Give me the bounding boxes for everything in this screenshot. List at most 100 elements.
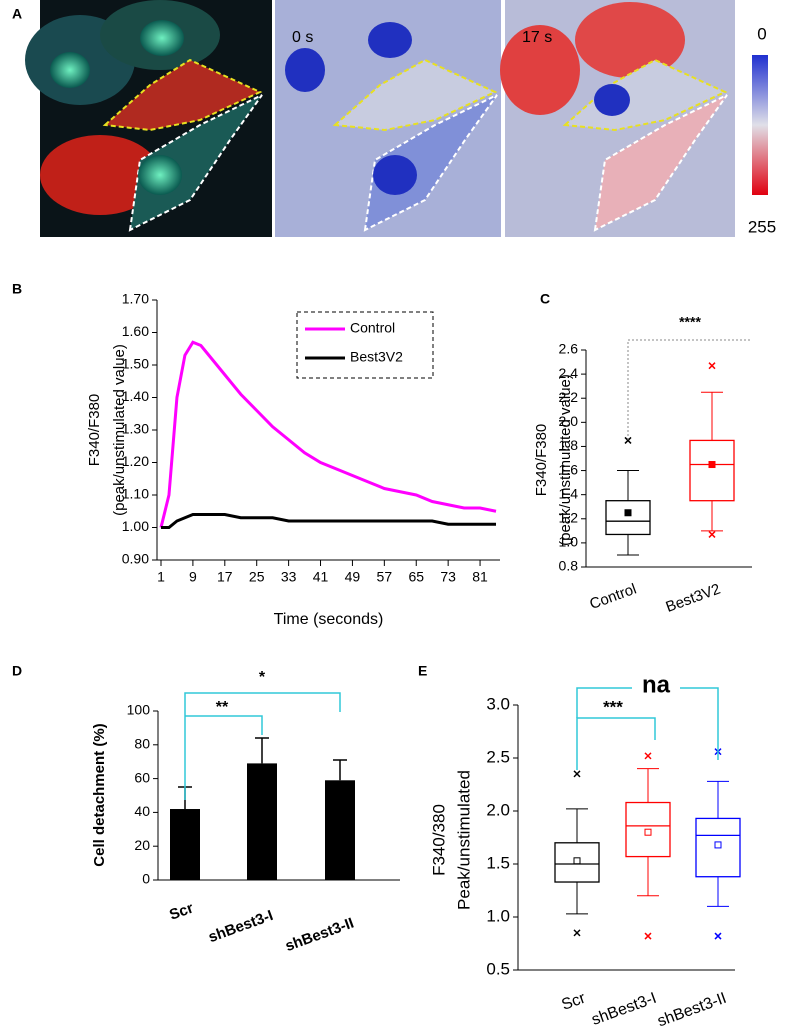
x-tick-label: 1 [157, 569, 165, 585]
significance-label: *** [603, 697, 623, 716]
mean [714, 841, 722, 849]
y-axis-label: Cell detachment (%) [91, 723, 108, 866]
frame-label: 17 s [522, 29, 552, 46]
error-bar [255, 737, 269, 764]
significance-bracket [627, 339, 752, 440]
y-tick-label: 80 [134, 736, 150, 752]
mean [573, 857, 581, 865]
y-tick-label: 0 [142, 871, 150, 887]
y-tick-label: 3.0 [486, 694, 510, 713]
significance-bracket [576, 717, 656, 770]
significance-bracket [184, 692, 341, 800]
x-axis-label: Time (seconds) [274, 611, 384, 628]
y-tick-label: 1.8 [559, 437, 579, 453]
y-tick-label: 20 [134, 837, 150, 853]
outlier [624, 436, 632, 444]
x-tick-label: 73 [440, 569, 456, 585]
y-tick-label: 0.5 [486, 959, 510, 978]
y-tick-label: 1.60 [122, 323, 149, 339]
cell-outline [102, 58, 263, 132]
y-tick-label: 100 [127, 702, 151, 718]
cell [40, 135, 160, 215]
x-tick-label: 33 [281, 569, 297, 585]
panel-letter: E [418, 663, 427, 679]
x-tick-label: Scr [559, 990, 588, 1014]
error-bar [333, 759, 347, 781]
bar [247, 763, 277, 880]
y-tick-label: 2.0 [486, 800, 510, 819]
y-tick-label: 2.6 [559, 341, 579, 357]
y-tick-label: 1.2 [559, 509, 579, 525]
y-tick-label: 2.4 [559, 365, 579, 381]
y-axis-label: Peak/unstimulated [454, 770, 473, 910]
legend-box [296, 311, 434, 379]
x-tick-label: shBest3-I [206, 907, 275, 946]
nucleus [140, 20, 184, 56]
mean [708, 461, 716, 469]
y-tick-label: 2.2 [559, 389, 579, 405]
panel-letter: A [12, 6, 22, 22]
y-tick-label: 1.10 [122, 486, 149, 502]
cell [500, 25, 580, 115]
panel-letter: D [12, 663, 22, 679]
x-tick-label: shBest3-I [589, 990, 658, 1029]
y-axis-label: (peak/unstimulated value) [557, 374, 574, 546]
colorbar-label: 0 [757, 24, 766, 43]
line-series [160, 513, 497, 529]
y-tick-label: 60 [134, 769, 150, 785]
cell-outline [332, 58, 498, 132]
x-tick-label: 65 [408, 569, 424, 585]
colorbar-label: 255 [748, 217, 776, 236]
y-axis-label: F340/F380 [86, 394, 103, 467]
cell [575, 2, 685, 78]
box [689, 439, 735, 502]
panel-a-images [25, 0, 768, 237]
x-tick-label: shBest3-II [283, 915, 356, 955]
significance-label: ** [216, 699, 229, 716]
legend-label: Control [350, 320, 395, 336]
nucleus [50, 52, 90, 88]
nucleus [594, 84, 630, 116]
nucleus [285, 48, 325, 92]
significance-label: na [642, 671, 671, 698]
colorbar [752, 55, 768, 195]
x-tick-label: 25 [249, 569, 265, 585]
nucleus [138, 155, 182, 195]
box [695, 817, 741, 878]
y-tick-label: 1.5 [486, 853, 510, 872]
cell-outline [363, 94, 498, 232]
y-tick-label: 0.8 [559, 558, 579, 574]
outlier [644, 932, 652, 940]
y-tick-label: 1.0 [486, 906, 510, 925]
outlier [708, 362, 716, 370]
frame-label: 0 s [292, 29, 313, 46]
y-tick-label: 1.4 [559, 485, 579, 501]
y-axis-label: (peak/unstimulated value) [111, 344, 128, 516]
bar [170, 809, 200, 880]
x-tick-label: 9 [189, 569, 197, 585]
box [605, 500, 651, 536]
significance-label: **** [679, 314, 701, 330]
y-tick-label: 1.70 [122, 291, 149, 307]
line-series [159, 340, 497, 528]
outlier [708, 530, 716, 538]
cell-outline [128, 94, 263, 232]
y-axis-label: F340/F380 [533, 424, 550, 497]
y-axis-label: F340/380 [429, 804, 448, 876]
y-tick-label: 1.00 [122, 518, 149, 534]
significance-bracket [185, 715, 263, 735]
y-tick-label: 1.20 [122, 453, 149, 469]
nucleus [373, 155, 417, 195]
y-tick-label: 2.0 [559, 413, 579, 429]
y-tick-label: 0.90 [122, 551, 149, 567]
y-tick-label: 1.40 [122, 388, 149, 404]
x-tick-label: Control [587, 581, 638, 614]
y-tick-label: 1.30 [122, 421, 149, 437]
nucleus [368, 22, 412, 58]
y-tick-label: 2.5 [486, 747, 510, 766]
mean [624, 509, 632, 517]
x-tick-label: 17 [217, 569, 233, 585]
x-tick-label: shBest3-II [655, 990, 729, 1030]
x-tick-label: 57 [377, 569, 393, 585]
